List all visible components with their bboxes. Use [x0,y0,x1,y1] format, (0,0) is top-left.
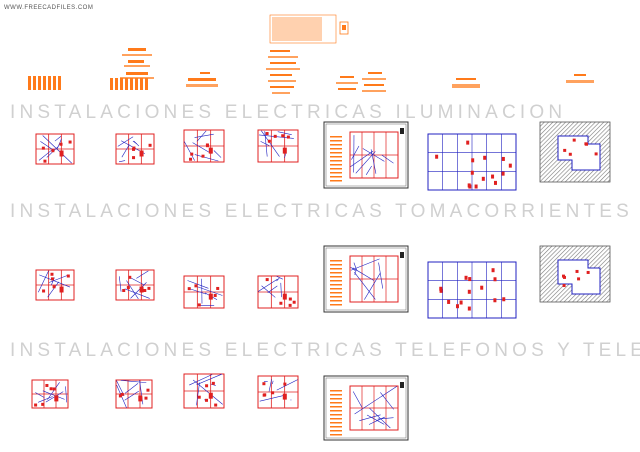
plan-tomacorrientes-3 [183,275,225,309]
plan-iluminacion-1 [35,133,75,165]
section-title-tomacorrientes: INSTALACIONES ELECTRICAS TOMACORRIENTES [10,201,634,222]
plan-iluminacion-2 [115,133,155,165]
plan-telefonos-4 [257,375,299,409]
plan-telefonos-1 [31,379,69,409]
section-title-iluminacion: INSTALACIONES ELECTRICAS ILUMINACION [10,102,567,123]
plan-tomacorrientes-general [427,261,517,319]
plan-tomacorrientes-site [539,245,611,303]
sheet-tomacorrientes [323,245,409,313]
section-title-telefonos-television: INSTALACIONES ELECTRICAS TELEFONOS Y TEL… [10,340,640,361]
sheet-iluminacion [323,121,409,189]
sheet-telefonos [323,375,409,441]
legend-right-group [336,72,594,92]
plan-tomacorrientes-4 [257,275,299,309]
plan-iluminacion-general [427,133,517,191]
watermark: WWW.FREECADFILES.COM [4,5,94,11]
plan-telefonos-3 [183,373,225,409]
plan-tomacorrientes-1 [35,269,75,301]
plan-telefonos-2 [115,379,153,409]
plan-iluminacion-4 [257,129,299,163]
plan-iluminacion-site [539,121,611,183]
legend-column-center [266,50,300,94]
plan-tomacorrientes-2 [115,269,155,301]
legend-row-1 [28,72,218,90]
legend-blocks [28,14,594,94]
title-block [269,14,349,44]
plan-iluminacion-3 [183,129,225,163]
